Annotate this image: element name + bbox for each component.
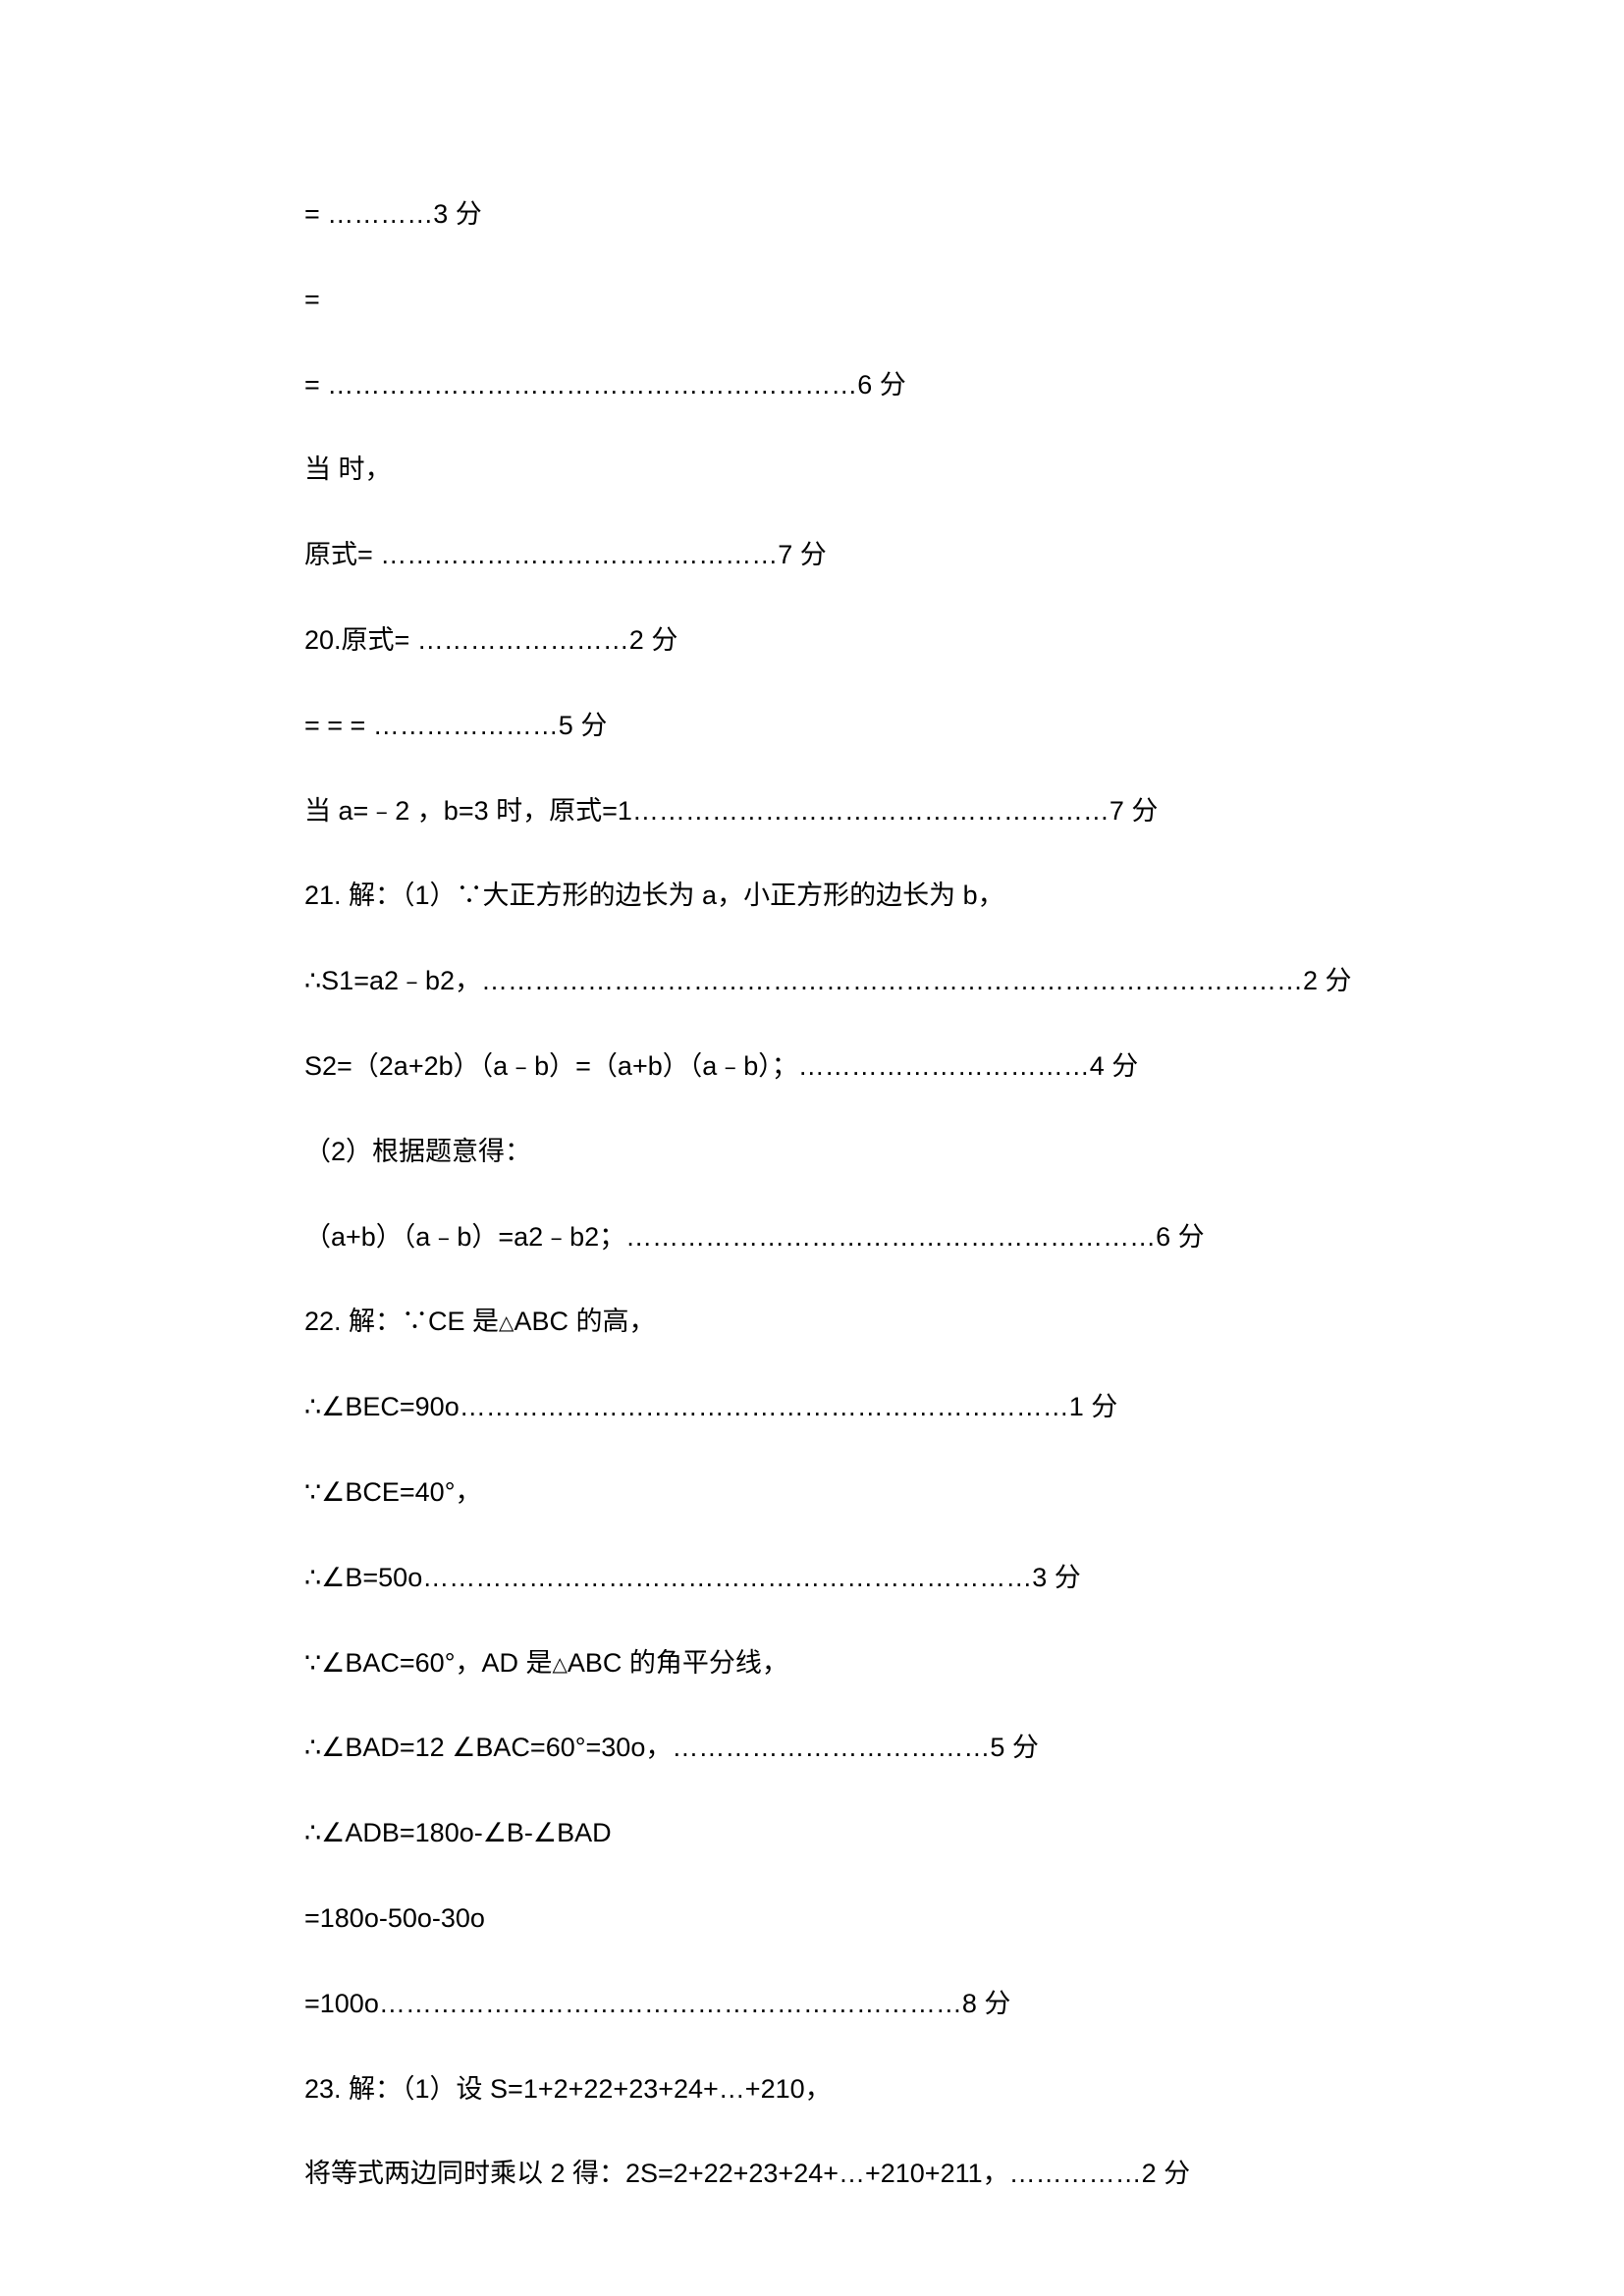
solution-line: ∴∠BAD=12 ∠BAC=60°=30o，………………………………5 分	[304, 1730, 1365, 1767]
solution-line: ∵∠BAC=60°，AD 是△ABC 的角平分线，	[304, 1645, 1365, 1682]
solution-line: S2=（2a+2b）（a﹣b）=（a+b）（a﹣b）；……………………………4 …	[304, 1048, 1365, 1086]
solution-line: ∴∠ADB=180o-∠B-∠BAD	[304, 1815, 1365, 1852]
solution-line: 将等式两边同时乘以 2 得：2S=2+22+23+24+…+210+211，………	[304, 2156, 1365, 2193]
solution-line: = = = …………………5 分	[304, 708, 1365, 745]
solution-line: （2）根据题意得：	[304, 1134, 1365, 1171]
solution-line: 22. 解：∵CE 是△ABC 的高，	[304, 1304, 1365, 1341]
solution-line: = ……………………………………………………6 分	[304, 367, 1365, 404]
solution-line: = …………3 分	[304, 196, 1365, 234]
page-content: = …………3 分 = = ……………………………………………………6 分 当 …	[304, 196, 1365, 2241]
solution-line: =	[304, 282, 1365, 319]
solution-line: 21. 解：（1）∵大正方形的边长为 a，小正方形的边长为 b，	[304, 878, 1365, 915]
solution-line: 当 a=﹣2 ，b=3 时，原式=1………………………………………………7 分	[304, 793, 1365, 830]
solution-line: 20.原式= ……………………2 分	[304, 622, 1365, 660]
solution-line: =100o…………………………………………………………8 分	[304, 1986, 1365, 2023]
solution-line: ∴∠BEC=90o……………………………………………………………1 分	[304, 1389, 1365, 1426]
solution-line: （a+b）（a﹣b）=a2﹣b2；……………………………………………………6 分	[304, 1219, 1365, 1256]
solution-line: 原式= ………………………………………7 分	[304, 537, 1365, 574]
solution-line: ∴S1=a2﹣b2，…………………………………………………………………………………	[304, 963, 1365, 1000]
solution-line: =180o-50o-30o	[304, 1900, 1365, 1938]
solution-line: 当 时，	[304, 452, 1365, 489]
solution-line: 23. 解：（1）设 S=1+2+22+23+24+…+210，	[304, 2071, 1365, 2109]
solution-line: ∴∠B=50o……………………………………………………………3 分	[304, 1560, 1365, 1597]
solution-line: ∵∠BCE=40°，	[304, 1474, 1365, 1512]
